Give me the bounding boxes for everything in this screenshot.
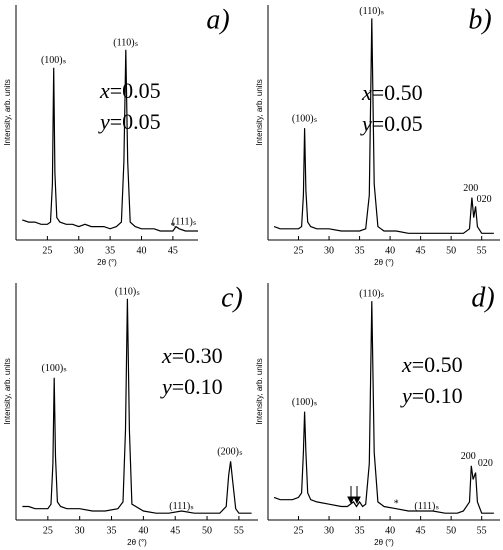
composition: y=0.05 [360, 111, 423, 136]
peak-label: (100)ₛ [292, 397, 318, 408]
x-tick-label: 35 [105, 245, 115, 256]
peak-label: (111)ₛ [172, 216, 197, 227]
x-axis-label: 2θ (°) [374, 538, 394, 547]
composition-value: =0.30 [172, 343, 223, 368]
peak-label: (111)ₛ [414, 501, 439, 512]
spectrum [273, 18, 494, 234]
x-tick-label: 30 [75, 525, 85, 536]
peak-label: (110)ₛ [113, 37, 138, 48]
peak-label: (100)ₛ [41, 55, 67, 66]
x-tick-label: 35 [355, 525, 365, 536]
panel-label: b) [468, 4, 491, 35]
spectrum [273, 301, 494, 514]
composition: x=0.50 [361, 80, 423, 105]
x-tick-label: 40 [137, 245, 147, 256]
composition-variable: x [361, 80, 372, 105]
composition-value: =0.10 [172, 374, 223, 399]
composition-value: =0.50 [412, 352, 463, 377]
peak-label: * [394, 498, 399, 509]
composition-value: =0.10 [412, 383, 463, 408]
spectrum [22, 49, 198, 232]
composition: x=0.30 [161, 343, 223, 368]
panel-label: c) [221, 282, 243, 313]
x-tick-label: 25 [294, 245, 304, 256]
x-tick-label: 30 [74, 245, 84, 256]
composition-variable: y [360, 111, 372, 136]
composition: x=0.05 [99, 78, 161, 103]
x-tick-label: 55 [477, 525, 487, 536]
composition: x=0.50 [401, 352, 463, 377]
y-axis-label: Intensity, arb. units [3, 358, 12, 425]
peak-label: (111)ₛ [169, 501, 194, 512]
composition: y=0.10 [400, 383, 463, 408]
peak-label: (100)ₛ [292, 113, 318, 124]
composition-variable: x [161, 343, 172, 368]
composition-value: =0.05 [372, 111, 423, 136]
composition-variable: y [98, 109, 110, 134]
composition-variable: y [160, 374, 172, 399]
x-tick-label: 55 [234, 525, 244, 536]
x-tick-label: 40 [385, 245, 395, 256]
composition-variable: x [99, 78, 110, 103]
peak-label: * [170, 221, 175, 232]
panel-label: d) [471, 282, 494, 313]
y-axis-label: Intensity, arb. units [255, 358, 264, 425]
x-tick-label: 30 [324, 525, 334, 536]
x-tick-label: 30 [324, 245, 334, 256]
arrows [347, 486, 361, 505]
composition-value: =0.05 [110, 78, 161, 103]
composition-variable: y [400, 383, 412, 408]
panel-label: a) [206, 4, 229, 35]
composition-value: =0.50 [372, 80, 423, 105]
x-tick-label: 55 [477, 245, 487, 256]
peak-label: 200 [463, 183, 478, 194]
composition: y=0.10 [160, 374, 223, 399]
peak-label: (110)ₛ [115, 286, 140, 297]
spectrum [22, 298, 252, 514]
x-axis-label: 2θ (°) [97, 258, 117, 267]
peak-label: (200)ₛ [217, 447, 243, 458]
x-tick-label: 40 [385, 525, 395, 536]
peak-label: 020 [478, 458, 493, 469]
x-tick-label: 25 [42, 245, 52, 256]
y-axis-label: Intensity, arb. units [255, 79, 264, 146]
x-tick-label: 45 [168, 245, 178, 256]
peak-label: 200 [461, 451, 476, 462]
arrow-head [347, 496, 355, 505]
x-tick-label: 50 [446, 525, 456, 536]
x-tick-label: 25 [43, 525, 53, 536]
y-axis-label: Intensity, arb. units [3, 79, 12, 146]
x-tick-label: 35 [107, 525, 117, 536]
x-tick-label: 35 [355, 245, 365, 256]
peak-label: (100)ₛ [42, 363, 68, 374]
composition: y=0.05 [98, 109, 161, 134]
peak-label: 020 [477, 194, 492, 205]
x-tick-label: 45 [416, 245, 426, 256]
x-axis-label: 2θ (°) [374, 258, 394, 267]
x-tick-label: 45 [170, 525, 180, 536]
x-tick-label: 40 [138, 525, 148, 536]
peak-label: (110)ₛ [359, 6, 384, 17]
x-tick-label: 25 [294, 525, 304, 536]
arrow-head [353, 496, 361, 505]
peak-label: (110)ₛ [359, 289, 384, 300]
x-tick-label: 50 [446, 245, 456, 256]
x-tick-label: 45 [416, 525, 426, 536]
composition-value: =0.05 [110, 109, 161, 134]
x-axis-label: 2θ (°) [127, 538, 147, 547]
x-tick-label: 50 [202, 525, 212, 536]
composition-variable: x [401, 352, 412, 377]
